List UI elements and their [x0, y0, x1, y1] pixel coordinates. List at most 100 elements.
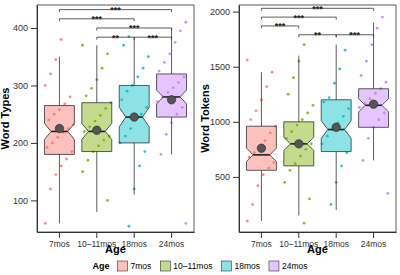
panel: **************5001000150020007mos10–11mo…	[199, 4, 397, 255]
data-point	[160, 153, 163, 156]
whisker	[373, 23, 374, 89]
data-point	[101, 67, 104, 70]
whisker	[261, 170, 262, 221]
mean-marker	[369, 100, 377, 108]
legend-swatch	[160, 261, 170, 271]
marks	[44, 21, 187, 232]
data-point	[265, 85, 268, 88]
data-point	[143, 150, 146, 153]
legend-label: 7mos	[131, 261, 152, 271]
legend-swatch	[118, 261, 128, 271]
data-point	[44, 222, 47, 225]
data-point	[83, 130, 86, 133]
whisker	[298, 166, 299, 216]
data-point	[344, 49, 347, 52]
data-point	[262, 173, 265, 176]
tick: 7mos	[49, 232, 70, 249]
whisker	[373, 127, 374, 160]
tick: 500	[215, 172, 239, 182]
axis-line	[240, 232, 397, 233]
data-point	[60, 165, 63, 168]
data-point	[376, 27, 379, 30]
data-point	[292, 76, 295, 79]
plot-frame	[37, 5, 194, 232]
box	[284, 122, 314, 166]
tick: 24mos	[159, 232, 185, 249]
data-point	[312, 104, 315, 107]
tick-label: 24mos	[159, 239, 185, 249]
data-point	[127, 35, 130, 38]
data-point	[174, 41, 177, 44]
tick-mark	[373, 232, 374, 238]
box	[246, 126, 276, 170]
data-point	[367, 137, 370, 140]
box	[321, 100, 351, 152]
tick-label: 200	[13, 138, 28, 148]
tick-label: 400	[13, 23, 28, 33]
plot-frame	[239, 5, 396, 232]
tick-mark	[233, 67, 239, 68]
data-point	[386, 192, 389, 195]
data-point	[306, 112, 309, 115]
legend-label: 24mos	[282, 261, 308, 271]
y-axis: 100200300400	[13, 6, 38, 233]
data-point	[184, 222, 187, 225]
significance-label: ***	[312, 4, 323, 14]
whisker	[134, 39, 135, 85]
data-point	[106, 199, 109, 202]
tick-label: 24mos	[361, 239, 387, 249]
mean-marker	[55, 124, 63, 132]
data-point	[340, 164, 343, 167]
data-point	[328, 96, 331, 99]
tick-mark	[233, 122, 239, 123]
mean-marker	[93, 126, 101, 134]
tick-mark	[233, 12, 239, 13]
legend: Age7mos10–11mos18mos24mos	[93, 261, 308, 271]
data-point	[158, 70, 161, 73]
mean-marker	[130, 113, 138, 121]
data-point	[142, 67, 145, 70]
tick-label: 7mos	[251, 239, 272, 249]
data-point	[81, 170, 84, 173]
box	[44, 106, 74, 155]
data-point	[271, 71, 274, 74]
median-line	[253, 154, 270, 156]
tick-label: 2000	[210, 7, 230, 17]
significance-label: ***	[275, 21, 286, 31]
tick: 24mos	[361, 232, 387, 249]
legend-entry: 7mos	[118, 261, 152, 271]
tick-mark	[336, 232, 337, 238]
tick: 1000	[210, 117, 239, 127]
tick-label: 1500	[210, 62, 230, 72]
tick: 400	[13, 23, 37, 33]
tick-mark	[134, 232, 135, 238]
chart: **************1002003004007mos10–11mos18…	[0, 0, 400, 275]
data-point	[147, 55, 150, 58]
whisker	[59, 154, 60, 223]
significance-label: ***	[148, 33, 159, 43]
data-point	[163, 61, 166, 64]
tick-mark	[171, 232, 172, 238]
data-point	[287, 93, 290, 96]
data-point	[249, 118, 252, 121]
data-point	[381, 16, 384, 19]
marks	[246, 16, 389, 225]
tick: 100	[13, 196, 37, 206]
data-point	[54, 173, 57, 176]
data-point	[303, 222, 306, 225]
significance-label: ***	[92, 14, 103, 24]
significance-label: **	[314, 30, 322, 40]
data-point	[362, 159, 365, 162]
box	[119, 85, 149, 142]
tick-label: 7mos	[49, 239, 70, 249]
axis-line	[37, 6, 38, 233]
tick: 1500	[210, 62, 239, 72]
data-point	[106, 52, 109, 55]
data-point	[360, 74, 363, 77]
legend-entry: 18mos	[221, 261, 260, 271]
significance-label: ***	[350, 30, 361, 40]
whisker	[336, 152, 337, 210]
whisker	[336, 45, 337, 100]
whisker	[171, 117, 172, 154]
whisker	[298, 56, 299, 122]
